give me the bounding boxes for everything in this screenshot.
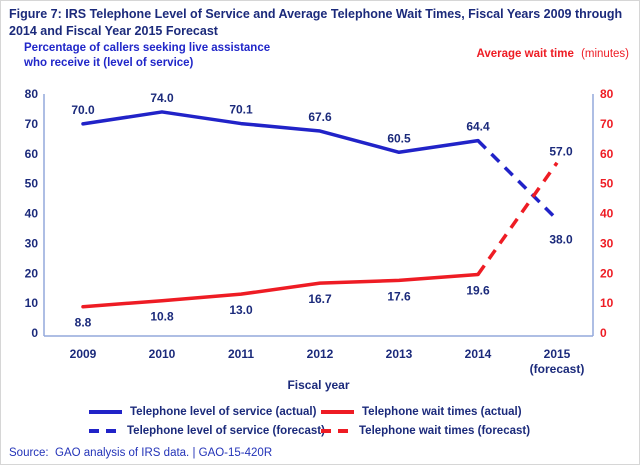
x-category-label: 2009 <box>70 347 97 361</box>
right-tick-label: 10 <box>600 296 614 310</box>
dashed-line-swatch-icon <box>321 428 351 433</box>
legend-label: Telephone level of service (actual) <box>130 405 317 418</box>
left-tick-label: 50 <box>25 177 39 191</box>
x-category-label: 2015 <box>544 347 571 361</box>
legend-label: Telephone wait times (actual) <box>362 405 522 418</box>
x-category-label: (forecast) <box>530 362 585 376</box>
chart-legend: Telephone level of service (actual) Telep… <box>89 402 530 440</box>
x-category-label: 2014 <box>465 347 492 361</box>
data-label: 19.6 <box>466 283 490 297</box>
data-label: 60.5 <box>387 131 411 145</box>
right-tick-label: 80 <box>600 87 614 101</box>
data-label: 67.6 <box>308 110 332 124</box>
right-tick-label: 20 <box>600 266 614 280</box>
data-label: 16.7 <box>308 292 332 306</box>
data-label: 17.6 <box>387 289 411 303</box>
left-tick-label: 70 <box>25 117 39 131</box>
x-category-label: 2013 <box>386 347 413 361</box>
legend-row-2: Telephone level of service (forecast) Tel… <box>89 421 530 440</box>
left-tick-label: 60 <box>25 147 39 161</box>
right-tick-label: 70 <box>600 117 614 131</box>
line-chart: 0 0 10 10 20 20 30 30 40 40 50 50 60 60 70 70 80 80 2009 20… <box>25 87 614 392</box>
right-axis-caption: Average wait time (minutes) <box>476 48 629 60</box>
data-label: 10.8 <box>150 310 174 324</box>
data-label: 57.0 <box>549 145 573 159</box>
data-label: 74.0 <box>150 91 174 105</box>
left-tick-label: 0 <box>31 326 38 340</box>
data-label: 13.0 <box>229 303 253 317</box>
right-tick-label: 60 <box>600 147 614 161</box>
legend-row-1: Telephone level of service (actual) Telep… <box>89 402 530 421</box>
left-axis-caption: Percentage of callers seeking live assis… <box>24 42 271 69</box>
data-label: 64.4 <box>466 120 490 134</box>
data-label: 8.8 <box>75 316 92 330</box>
x-category-label: 2011 <box>228 347 254 361</box>
x-category-label: 2010 <box>149 347 176 361</box>
figure-title-line1: Figure 7: IRS Telephone Level of Service… <box>9 7 623 21</box>
figure-title-line2: 2014 and Fiscal Year 2015 Forecast <box>9 23 218 38</box>
series-line-4 <box>476 161 559 276</box>
x-axis-title: Fiscal year <box>287 378 349 392</box>
right-tick-label: 0 <box>600 326 607 340</box>
right-axis-caption-bold: Average wait time <box>476 48 574 60</box>
legend-item: Telephone wait times (actual) <box>321 406 522 418</box>
legend-item: Telephone wait times (forecast) <box>321 425 530 437</box>
left-tick-label: 30 <box>25 236 39 250</box>
data-label: 70.0 <box>71 103 95 117</box>
right-tick-label: 30 <box>600 236 614 250</box>
legend-item: Telephone level of service (forecast) <box>89 425 325 437</box>
right-tick-label: 50 <box>600 177 614 191</box>
right-tick-label: 40 <box>600 207 614 221</box>
left-tick-label: 80 <box>25 87 39 101</box>
solid-line-swatch-icon <box>89 409 122 414</box>
legend-label: Telephone level of service (forecast) <box>127 424 325 437</box>
legend-item: Telephone level of service (actual) <box>89 406 321 418</box>
legend-label: Telephone wait times (forecast) <box>359 424 531 437</box>
figure-title: Figure 7: IRS Telephone Level of Service… <box>9 6 622 39</box>
source-note: Source: GAO analysis of IRS data. | GAO-… <box>9 447 273 459</box>
x-category-label: 2012 <box>307 347 334 361</box>
dashed-line-swatch-icon <box>89 428 119 433</box>
left-tick-label: 40 <box>25 207 39 221</box>
series-line-3 <box>81 272 480 309</box>
data-label: 70.1 <box>229 103 253 117</box>
right-axis-caption-units: (minutes) <box>581 48 629 60</box>
left-tick-label: 10 <box>25 296 39 310</box>
data-label: 38.0 <box>549 232 573 246</box>
series-line-1 <box>81 110 480 155</box>
left-tick-label: 20 <box>25 266 39 280</box>
solid-line-swatch-icon <box>321 409 354 414</box>
